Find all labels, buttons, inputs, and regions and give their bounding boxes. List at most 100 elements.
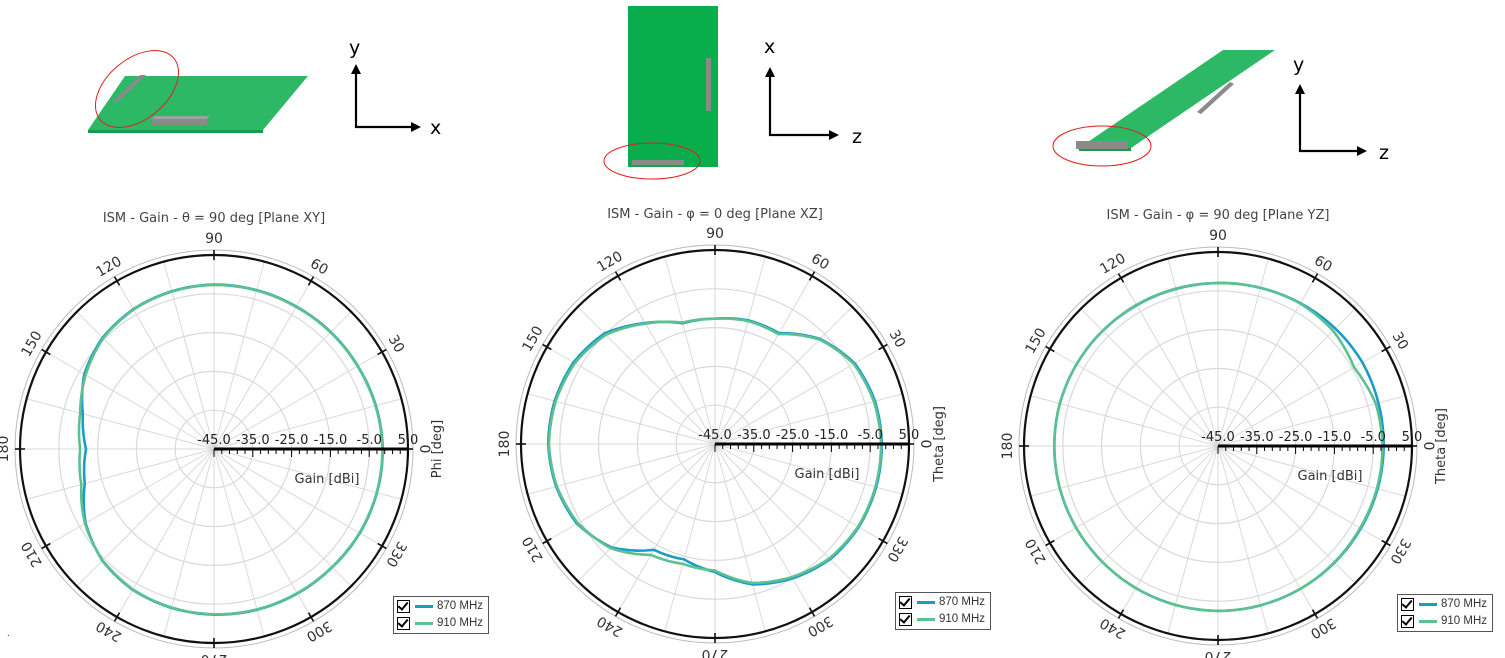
grid-spoke <box>714 306 853 445</box>
angle-tick-label: 330 <box>382 538 409 569</box>
legend: 870 MHz 910 MHz <box>1397 594 1493 632</box>
legend-swatch <box>1419 619 1437 623</box>
angle-tick-label: 210 <box>519 533 546 564</box>
angle-tick-label: 60 <box>1311 253 1334 276</box>
checkbox-icon[interactable] <box>1401 597 1414 611</box>
checkbox-icon[interactable] <box>397 599 410 613</box>
angle-tick-label: 300 <box>804 612 835 639</box>
series-line-910-mhz <box>1052 281 1384 613</box>
grid-spoke <box>26 398 215 450</box>
antenna-component-bottom <box>632 160 684 165</box>
antenna-component-diagonal <box>1197 82 1234 114</box>
grid-spoke <box>714 443 884 542</box>
legend-label: 870 MHz <box>1441 598 1488 610</box>
vertical-arrowhead <box>765 67 775 77</box>
grid-spoke <box>577 306 716 445</box>
xz-panel-svg: x z ISM - Gain - φ = 0 deg [Plane XZ] 0 3… <box>497 6 947 658</box>
angle-tick-label: 210 <box>1022 535 1049 566</box>
polar-plot-yz: 0 30 60 90 120 150 180 210 240 270 300 330 -45.0 -35.… <box>1000 228 1436 658</box>
angle-tick <box>542 537 552 545</box>
pcb-board <box>1079 50 1275 148</box>
angle-tick <box>1045 345 1055 353</box>
radial-tick-label: -15.0 <box>1318 430 1352 445</box>
angle-tick <box>377 348 387 356</box>
grid-spoke <box>1049 348 1219 447</box>
angle-tick-label: 30 <box>886 327 909 350</box>
angle-tick-label: 0 <box>917 440 933 449</box>
chart-title: ISM - Gain - φ = 90 deg [Plane YZ] <box>1107 208 1330 223</box>
angle-tick-label: 120 <box>1097 250 1128 277</box>
radial-tick-label: 5.0 <box>1402 430 1423 445</box>
angle-tick-label: 180 <box>497 431 513 458</box>
radial-axis-label: Gain [dBi] <box>295 472 360 487</box>
angle-tick <box>1311 273 1319 283</box>
legend-item-870[interactable]: 870 MHz <box>397 598 483 614</box>
grid-spoke <box>527 443 716 495</box>
horizontal-arrowhead <box>829 130 839 140</box>
grid-spoke <box>213 261 265 450</box>
legend-label: 910 MHz <box>437 617 484 629</box>
grid-spoke <box>664 256 716 445</box>
grid-spoke <box>26 448 215 500</box>
angle-tick <box>1381 345 1391 353</box>
grid-spoke <box>1217 445 1356 584</box>
polar-plot-xz: 0 30 60 90 120 150 180 210 240 270 300 330 -45.0 -35.… <box>497 226 933 658</box>
grid-spoke <box>1080 445 1219 584</box>
legend-label: 870 MHz <box>939 596 986 608</box>
grid-spoke <box>1217 395 1406 447</box>
angle-tick-label: 180 <box>0 436 12 463</box>
grid-spoke <box>714 443 813 613</box>
angle-tick-label: 300 <box>1307 614 1338 641</box>
grid-spoke <box>1217 445 1316 615</box>
angle-tick <box>542 343 552 351</box>
legend: 870 MHz 910 MHz <box>895 592 991 630</box>
angle-tick-label: 270 <box>201 651 228 658</box>
angle-tick-label: 330 <box>883 533 910 564</box>
angle-tick-label: 180 <box>1000 433 1016 460</box>
legend-item-910[interactable]: 910 MHz <box>1401 613 1487 629</box>
angle-tick <box>878 537 888 545</box>
radial-tick-label: 5.0 <box>899 428 920 443</box>
checkbox-icon[interactable] <box>1401 614 1414 628</box>
angle-tick-label: 150 <box>519 323 546 354</box>
legend-item-870[interactable]: 870 MHz <box>899 594 985 610</box>
angle-tick <box>377 542 387 550</box>
legend-item-870[interactable]: 870 MHz <box>1401 596 1487 612</box>
checkbox-icon[interactable] <box>397 616 410 630</box>
legend-swatch <box>1419 602 1437 606</box>
radial-axis-label: Gain [dBi] <box>1298 469 1363 484</box>
angle-tick-label: 150 <box>18 328 45 359</box>
angle-tick <box>1311 609 1319 619</box>
grid-spoke <box>213 448 265 637</box>
grid-spoke <box>714 275 813 445</box>
antenna-component-edge <box>112 75 146 102</box>
vertical-axis-letter: x <box>764 36 775 58</box>
grid-spoke <box>1049 445 1219 544</box>
radial-tick-label: -15.0 <box>815 428 849 443</box>
chart-title: ISM - Gain - φ = 0 deg [Plane XZ] <box>607 207 823 222</box>
highlight-ellipse <box>1052 125 1152 167</box>
radial-tick-label: -5.0 <box>357 433 382 448</box>
radial-tick-label: -5.0 <box>1361 430 1386 445</box>
horizontal-arrowhead <box>1357 146 1367 156</box>
yz-panel-svg: y z ISM - Gain - φ = 90 deg [Plane YZ] 0… <box>1000 50 1449 658</box>
checkbox-icon[interactable] <box>899 595 912 609</box>
grid-spoke <box>213 398 402 450</box>
horizontal-axis-letter: z <box>852 126 862 148</box>
chart-panel-yz: y z ISM - Gain - φ = 90 deg [Plane YZ] 0… <box>1000 0 1504 658</box>
polar-plot-xy: 0 30 60 90 120 150 180 210 240 270 300 330 -45.0 -35.… <box>0 231 432 658</box>
legend-item-910[interactable]: 910 MHz <box>397 615 483 631</box>
legend-item-910[interactable]: 910 MHz <box>899 611 985 627</box>
angle-tick-label: 0 <box>416 445 432 454</box>
chart-title: ISM - Gain - θ = 90 deg [Plane XY] <box>103 211 325 226</box>
radial-tick-label: -35.0 <box>737 428 771 443</box>
grid-spoke <box>714 256 766 445</box>
angle-tick <box>614 607 622 617</box>
radial-tick-label: -35.0 <box>1240 430 1274 445</box>
pcb-board-edge <box>88 130 263 133</box>
checkbox-icon[interactable] <box>899 612 912 626</box>
radial-tick-label: -45.0 <box>1201 430 1235 445</box>
angle-tick <box>808 607 816 617</box>
grid-spoke <box>1217 258 1269 447</box>
board-diagram-yz <box>1052 50 1275 167</box>
